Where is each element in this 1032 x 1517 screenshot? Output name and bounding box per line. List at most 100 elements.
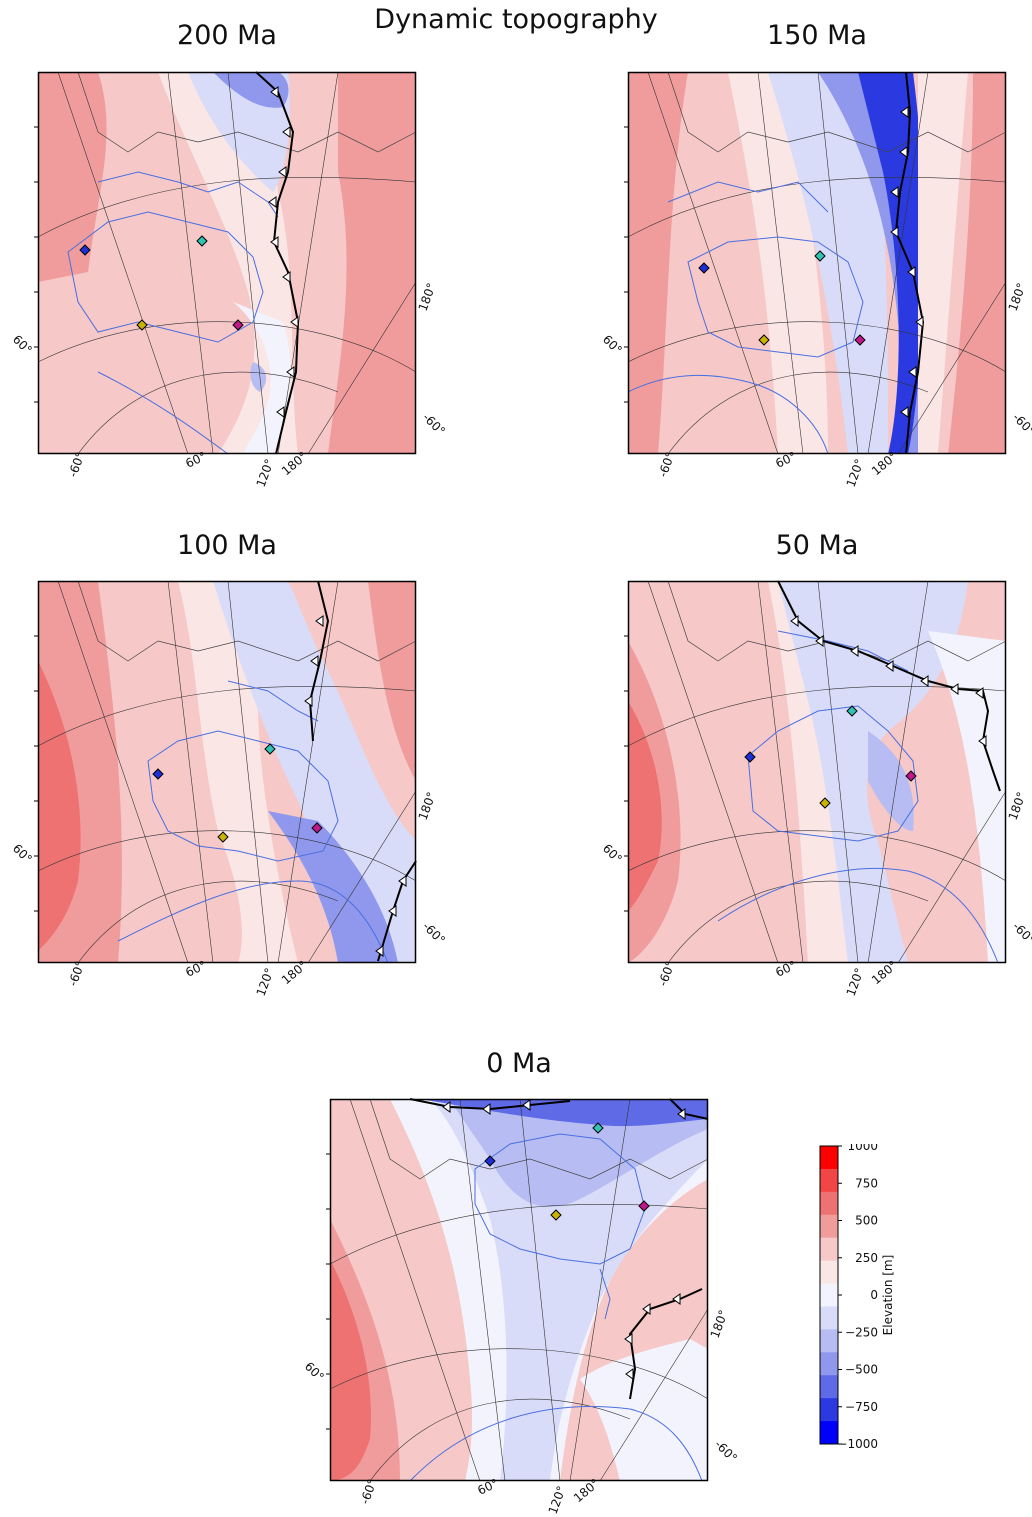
topography-band bbox=[38, 72, 107, 282]
subduction-tooth bbox=[790, 615, 799, 627]
subduction-tooth bbox=[890, 226, 899, 238]
site-magenta-marker bbox=[311, 822, 323, 834]
map-frame bbox=[37, 580, 417, 964]
graticule bbox=[37, 580, 417, 964]
side-label: 60° bbox=[600, 841, 625, 866]
parallel-line bbox=[329, 1203, 709, 1265]
subduction-tooth bbox=[398, 875, 407, 887]
map-field bbox=[38, 72, 416, 454]
meridian-line bbox=[307, 281, 417, 455]
colorbar-segment bbox=[820, 1329, 838, 1353]
panel-title-100ma: 100 Ma bbox=[177, 530, 277, 561]
subduction-tooth bbox=[850, 645, 859, 657]
topography-band bbox=[858, 72, 925, 454]
side-label: 180° bbox=[1006, 281, 1029, 313]
frame-ticks bbox=[34, 635, 38, 912]
coastline-path bbox=[599, 1268, 611, 1320]
graticule bbox=[627, 71, 1007, 455]
topography-band bbox=[38, 72, 416, 454]
subduction-tooth bbox=[282, 271, 291, 283]
site-cyan-marker bbox=[196, 235, 208, 247]
topography-band bbox=[430, 1099, 708, 1481]
parallel-line bbox=[627, 321, 1007, 373]
site-cyan-marker bbox=[814, 250, 826, 262]
panel-title-50ma: 50 Ma bbox=[775, 530, 859, 561]
parallel-line bbox=[667, 880, 929, 964]
side-label: -60° bbox=[1010, 410, 1032, 438]
subduction-tooth bbox=[900, 406, 909, 418]
topography-band bbox=[328, 72, 416, 454]
meridian-line bbox=[459, 1098, 506, 1482]
site-magenta-marker bbox=[232, 319, 244, 331]
topography-band bbox=[250, 362, 267, 392]
colorbar-segment bbox=[820, 1237, 838, 1262]
subduction-tooth bbox=[950, 683, 959, 695]
subduction-tooth bbox=[908, 366, 917, 378]
side-label: -60° bbox=[420, 410, 448, 438]
coastline-path bbox=[747, 705, 919, 842]
lon-label: -60° bbox=[66, 450, 88, 479]
subduction-tooth bbox=[375, 945, 384, 957]
subduction-tooth bbox=[915, 316, 924, 328]
site-yellow-marker bbox=[136, 319, 148, 331]
subduction-tooth bbox=[978, 735, 987, 747]
lon-label: 120° bbox=[844, 457, 867, 489]
lon-label: 120° bbox=[844, 966, 867, 998]
subduction-tooth bbox=[268, 196, 277, 208]
parallel-line bbox=[329, 1348, 709, 1400]
lon-label: 120° bbox=[546, 1484, 569, 1516]
graticule bbox=[329, 1098, 709, 1482]
frame-ticks bbox=[326, 1153, 330, 1430]
coastline-path bbox=[777, 630, 909, 672]
subduction-tooth bbox=[885, 660, 894, 672]
side-label: 60° bbox=[10, 332, 35, 357]
site-blue-marker bbox=[79, 244, 91, 256]
panel-title-150ma: 150 Ma bbox=[767, 20, 867, 51]
side-label: -60° bbox=[712, 1437, 740, 1465]
meridian-line bbox=[817, 71, 859, 455]
coastline-path bbox=[409, 1406, 703, 1482]
lon-label: 120° bbox=[254, 966, 277, 998]
colorbar-tick-label: 750 bbox=[855, 1176, 878, 1190]
subduction-tooth bbox=[278, 166, 287, 178]
colorbar-segment bbox=[820, 1146, 838, 1170]
lon-label: 120° bbox=[254, 457, 277, 489]
map-panel-0ma: -60° 60° 120° 180° 60° 180° -60° bbox=[302, 1098, 740, 1516]
lon-label: -60° bbox=[656, 450, 678, 479]
site-magenta-marker bbox=[905, 770, 917, 782]
meridian-line bbox=[599, 1308, 709, 1482]
map-panel-150ma: -60° 60° 120° 180° 60° 180° -60° bbox=[600, 71, 1032, 489]
topography-band bbox=[450, 1099, 708, 1207]
colorbar-segment bbox=[820, 1260, 838, 1285]
topography-band bbox=[948, 72, 1006, 454]
site-blue-marker bbox=[484, 1155, 496, 1167]
meridian-line bbox=[167, 71, 214, 455]
map-frame bbox=[627, 71, 1007, 455]
map-field bbox=[330, 1099, 708, 1481]
plate-outline bbox=[667, 71, 1007, 153]
lon-label: -60° bbox=[66, 959, 88, 988]
site-yellow-marker bbox=[758, 334, 770, 346]
parallel-line bbox=[37, 830, 417, 882]
topography-band bbox=[580, 1339, 708, 1481]
subduction-tooth bbox=[276, 406, 285, 418]
colorbar-segment bbox=[820, 1191, 838, 1216]
colorbar-segment bbox=[820, 1398, 838, 1422]
map-frame bbox=[329, 1098, 709, 1482]
topography-band bbox=[368, 581, 416, 781]
parallel-line bbox=[77, 880, 339, 964]
meridian-line bbox=[647, 71, 779, 455]
site-yellow-marker bbox=[217, 831, 229, 843]
subduction-tooth bbox=[270, 236, 279, 248]
topography-band bbox=[778, 581, 968, 963]
meridian-line bbox=[57, 71, 189, 455]
map-panel-200ma: -60° 60° 120° 180° 60° 180° -60° bbox=[10, 71, 448, 489]
subduction-tooth bbox=[625, 1368, 634, 1380]
side-label: 180° bbox=[708, 1308, 731, 1340]
map-field bbox=[38, 581, 416, 963]
plate-outline bbox=[77, 71, 417, 153]
subduction-tooth bbox=[900, 106, 909, 118]
side-label: 60° bbox=[600, 332, 625, 357]
colorbar-tick-label: −250 bbox=[845, 1325, 878, 1339]
subduction-tooth bbox=[920, 675, 929, 687]
